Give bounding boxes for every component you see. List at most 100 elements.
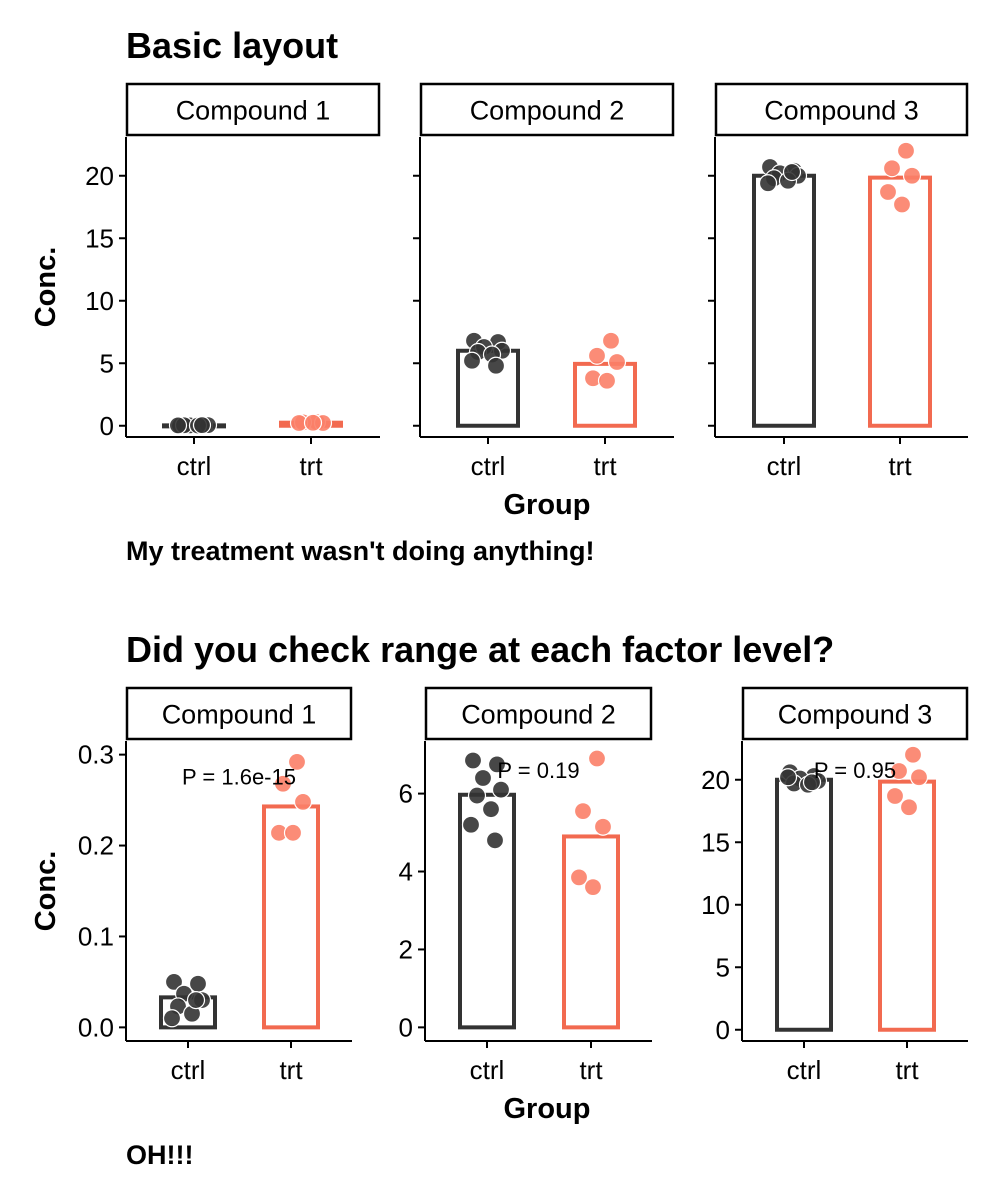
x-tick-label: trt bbox=[579, 1055, 603, 1085]
point-ctrl bbox=[461, 815, 481, 834]
point-ctrl bbox=[473, 768, 493, 788]
point-ctrl bbox=[758, 174, 778, 193]
facet-panel-3: Compound 3 0 5 10 15 20 ctrl trt P = 0.95 bbox=[701, 686, 969, 1085]
y-tick-label: 10 bbox=[85, 286, 114, 316]
point-ctrl bbox=[164, 972, 184, 992]
y-tick-label: 0.1 bbox=[78, 921, 114, 951]
y-tick-label: 0.2 bbox=[78, 831, 114, 861]
y-tick-label: 0 bbox=[399, 1012, 413, 1042]
x-tick-label: trt bbox=[895, 1055, 919, 1085]
y-tick-label: 2 bbox=[399, 934, 413, 964]
bar-trt bbox=[262, 804, 320, 1030]
point-trt bbox=[273, 774, 293, 793]
y-tick-label: 15 bbox=[85, 223, 114, 253]
point-ctrl bbox=[463, 751, 483, 770]
y-tick-label: 0 bbox=[716, 1015, 730, 1045]
x-tick-label: ctrl bbox=[767, 451, 802, 481]
y-tick-label: 0.0 bbox=[78, 1012, 114, 1042]
point-ctrl bbox=[802, 773, 822, 792]
point-ctrl bbox=[186, 990, 206, 1010]
point-ctrl bbox=[467, 786, 487, 805]
facet-panel-2: Compound 2 ctrl trt bbox=[413, 82, 675, 481]
point-trt bbox=[885, 786, 905, 806]
point-trt bbox=[607, 352, 627, 372]
p-value-label: P = 0.95 bbox=[814, 758, 896, 783]
facet-strip-label: Compound 3 bbox=[764, 96, 919, 126]
facet-panel-2: Compound 2 0 2 4 6 ctrl trt P = 0.19 bbox=[399, 686, 653, 1085]
point-trt bbox=[583, 878, 603, 897]
facet-panel-1: Compound 1 0.0 0.1 0.2 0.3 ctrl trt P = 1.6e-15 bbox=[78, 686, 353, 1085]
chart-title: Did you check range at each factor level… bbox=[126, 629, 834, 670]
chart-caption: My treatment wasn't doing anything! bbox=[126, 536, 594, 566]
chart-caption: OH!!! bbox=[126, 1140, 193, 1170]
facet-strip-label: Compound 1 bbox=[162, 700, 317, 730]
x-tick-label: trt bbox=[593, 451, 617, 481]
facet-panel-3: Compound 3 ctrl trt bbox=[708, 82, 969, 481]
point-trt bbox=[303, 413, 323, 432]
point-trt bbox=[287, 752, 307, 772]
y-tick-label: 0.3 bbox=[78, 740, 114, 770]
bar-trt bbox=[878, 779, 936, 1032]
point-ctrl bbox=[485, 831, 505, 850]
y-tick-label: 5 bbox=[100, 348, 114, 378]
chart-title: Basic layout bbox=[126, 25, 338, 66]
facet-strip-label: Compound 3 bbox=[778, 700, 933, 730]
point-trt bbox=[902, 166, 922, 185]
point-ctrl bbox=[487, 755, 507, 774]
point-trt bbox=[293, 792, 313, 812]
point-trt bbox=[899, 798, 919, 817]
y-tick-label: 0 bbox=[100, 411, 114, 441]
p-value-label: P = 1.6e-15 bbox=[182, 764, 296, 789]
facet-strip bbox=[125, 82, 381, 137]
point-ctrl bbox=[491, 780, 511, 799]
bar-trt bbox=[573, 361, 637, 428]
facet-strip-label: Compound 1 bbox=[176, 96, 331, 126]
bar-trt bbox=[868, 175, 932, 428]
bar-ctrl bbox=[752, 173, 816, 428]
p-value-label: P = 0.19 bbox=[497, 758, 579, 783]
point-trt bbox=[878, 182, 898, 202]
point-ctrl bbox=[162, 1009, 182, 1028]
bar-ctrl bbox=[775, 777, 833, 1032]
x-axis-title: Group bbox=[504, 489, 591, 521]
x-tick-label: ctrl bbox=[171, 1055, 206, 1085]
y-tick-label: 20 bbox=[701, 765, 730, 795]
bar-ctrl bbox=[458, 792, 516, 1030]
point-ctrl bbox=[486, 356, 506, 375]
facet-panel-1: Compound 1 0 5 10 15 20 ctrl trt bbox=[85, 82, 381, 481]
y-tick-label: 20 bbox=[85, 161, 114, 191]
point-trt bbox=[889, 761, 909, 781]
point-trt bbox=[882, 159, 902, 178]
x-tick-label: ctrl bbox=[470, 1055, 505, 1085]
x-tick-label: ctrl bbox=[471, 451, 506, 481]
facet-strip bbox=[714, 82, 969, 137]
point-trt bbox=[597, 371, 617, 390]
point-trt bbox=[587, 346, 607, 365]
point-ctrl bbox=[481, 800, 501, 819]
y-tick-label: 15 bbox=[701, 827, 730, 857]
chart-2: Did you check range at each factor level… bbox=[30, 629, 969, 1170]
point-trt bbox=[896, 141, 916, 160]
point-trt bbox=[569, 868, 589, 887]
point-trt bbox=[601, 331, 621, 350]
point-ctrl bbox=[192, 416, 212, 435]
y-axis-title: Conc. bbox=[30, 851, 62, 932]
x-tick-label: trt bbox=[888, 451, 912, 481]
point-trt bbox=[593, 817, 613, 836]
x-tick-label: trt bbox=[299, 451, 323, 481]
y-tick-label: 4 bbox=[399, 857, 413, 887]
facet-strip bbox=[419, 82, 675, 137]
x-tick-label: trt bbox=[279, 1055, 303, 1085]
facet-strip bbox=[424, 686, 653, 741]
point-trt bbox=[909, 768, 929, 787]
point-trt bbox=[892, 195, 912, 214]
facet-strip bbox=[741, 686, 969, 741]
x-tick-label: ctrl bbox=[787, 1055, 822, 1085]
facet-strip-label: Compound 2 bbox=[461, 700, 616, 730]
y-tick-label: 10 bbox=[701, 890, 730, 920]
bar-trt bbox=[562, 834, 620, 1030]
point-trt bbox=[573, 802, 593, 821]
point-ctrl bbox=[782, 162, 802, 182]
